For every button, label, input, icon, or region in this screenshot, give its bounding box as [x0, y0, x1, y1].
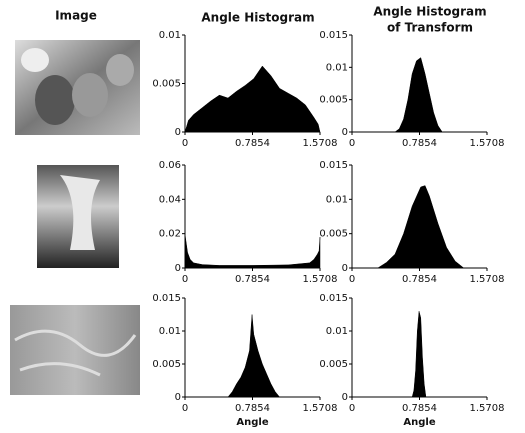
y-tick-label: 0.015 [319, 30, 348, 41]
y-tick-label: 0.01 [159, 30, 181, 41]
y-tick-label: 0.02 [159, 229, 181, 240]
y-tick-label: 0.015 [319, 293, 348, 304]
x-axis-label: Angle [236, 417, 268, 428]
x-tick-label: 1.5708 [303, 274, 338, 285]
histogram-area [352, 185, 487, 269]
x-axis-label: Angle [403, 417, 435, 428]
y-tick-label: 0 [175, 127, 181, 138]
y-tick-label: 0.015 [152, 293, 181, 304]
y-tick-label: 0.01 [326, 194, 348, 205]
x-tick-label: 0.7854 [402, 403, 437, 414]
column-title: of Transform [387, 21, 473, 35]
x-tick-label: 0 [349, 403, 355, 414]
y-tick-label: 0.04 [159, 194, 181, 205]
y-tick-label: 0.01 [326, 326, 348, 337]
x-tick-label: 0.7854 [235, 403, 270, 414]
x-tick-label: 0 [349, 138, 355, 149]
x-tick-label: 0.7854 [235, 274, 270, 285]
y-tick-label: 0.015 [319, 160, 348, 171]
y-tick-label: 0 [342, 263, 348, 274]
x-tick-label: 1.5708 [303, 403, 338, 414]
y-tick-label: 0 [175, 263, 181, 274]
y-tick-label: 0.06 [159, 160, 181, 171]
y-tick-label: 0.005 [152, 79, 181, 90]
x-tick-label: 0 [182, 274, 188, 285]
histogram-area [352, 57, 487, 133]
x-tick-label: 1.5708 [470, 138, 505, 149]
histogram-area [185, 314, 320, 398]
y-tick-label: 0.005 [152, 359, 181, 370]
y-tick-label: 0.01 [159, 326, 181, 337]
x-tick-label: 1.5708 [470, 274, 505, 285]
image-texture [10, 305, 140, 395]
y-tick-label: 0 [342, 392, 348, 403]
y-tick-label: 0 [342, 127, 348, 138]
x-tick-label: 0.7854 [402, 274, 437, 285]
histogram-area [352, 311, 487, 398]
column-title: Angle Histogram [201, 11, 314, 25]
x-tick-label: 0 [349, 274, 355, 285]
x-tick-label: 1.5708 [303, 138, 338, 149]
y-tick-label: 0.005 [319, 95, 348, 106]
x-tick-label: 1.5708 [470, 403, 505, 414]
image-peppers [15, 40, 140, 135]
x-tick-label: 0.7854 [402, 138, 437, 149]
y-tick-label: 0.01 [326, 62, 348, 73]
y-tick-label: 0.005 [319, 359, 348, 370]
histogram-area [184, 65, 321, 133]
column-title: Angle Histogram [373, 5, 486, 19]
column-title: Image [55, 9, 97, 23]
y-tick-label: 0.005 [319, 229, 348, 240]
histogram-area [184, 233, 321, 269]
y-tick-label: 0 [175, 392, 181, 403]
image-arch [37, 165, 119, 268]
x-tick-label: 0 [182, 403, 188, 414]
x-tick-label: 0 [182, 138, 188, 149]
x-tick-label: 0.7854 [235, 138, 270, 149]
